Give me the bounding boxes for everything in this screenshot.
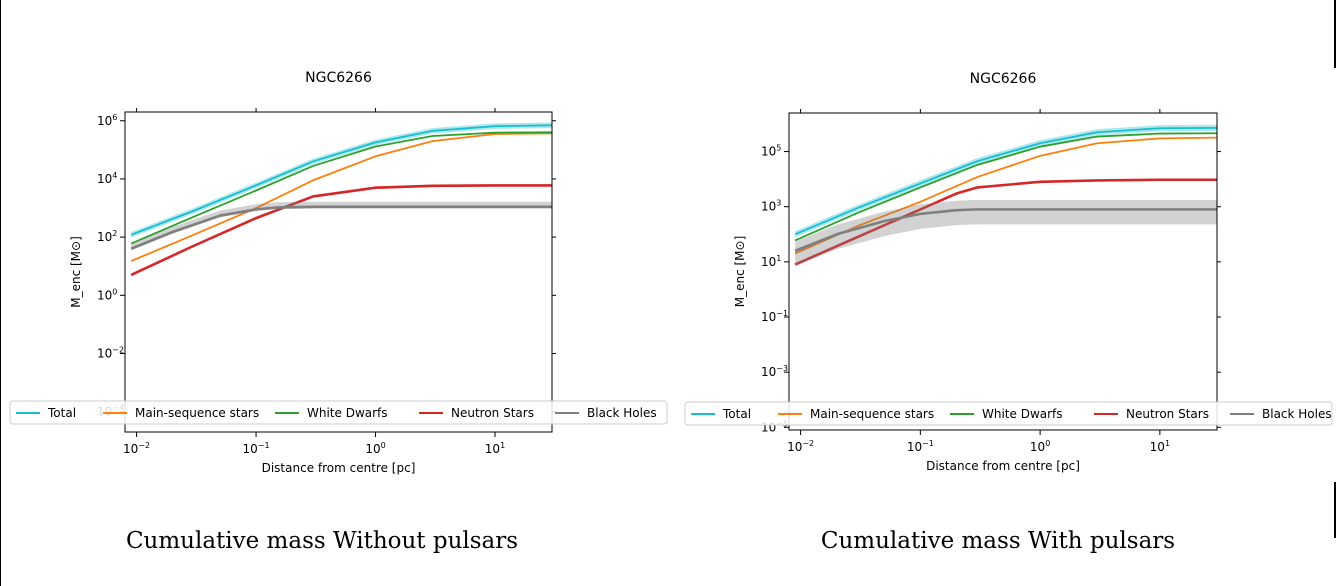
x-tick-label: 10−1	[907, 439, 934, 454]
y-tick-label: 102	[97, 229, 117, 244]
series-line-total	[130, 124, 552, 236]
series-line-white-dwarfs	[794, 132, 1217, 242]
y-tick-label: 10−3	[761, 364, 788, 379]
border-right-top	[1334, 0, 1336, 68]
y-tick-label: 10−2	[97, 345, 124, 360]
y-tick-label: 106	[97, 113, 117, 128]
series-line-neutron-stars	[130, 184, 552, 277]
y-tick-label: 100	[97, 287, 117, 302]
legend-label-black-holes: Black Holes	[1262, 407, 1332, 421]
legend-label-total: Total	[722, 407, 751, 421]
x-axis-label: Distance from centre [pc]	[262, 461, 416, 475]
x-tick-label: 10−2	[787, 439, 814, 454]
series-line-black-holes	[130, 205, 552, 250]
y-tick-label: 101	[761, 254, 781, 269]
y-axis-label: M_enc [M⊙]	[733, 236, 747, 308]
chart-left: NGC626610−210−110010110−410−210010210410…	[9, 70, 668, 475]
series-line-white-dwarfs	[130, 131, 552, 245]
series-line-black-holes	[794, 208, 1217, 253]
x-tick-label: 10−2	[123, 441, 150, 456]
border-left	[0, 0, 1, 586]
chart-right: NGC626610−210−110010110−510−310−11011031…	[684, 71, 1333, 473]
legend-label-white-dwarfs: White Dwarfs	[307, 406, 388, 420]
series-line-main-sequence-stars	[794, 136, 1217, 255]
series-line-total	[794, 127, 1217, 236]
x-tick-label: 10−1	[243, 441, 270, 456]
legend: Total Main-sequence stars White Dwarfs Neut…	[684, 401, 1333, 426]
series-line-neutron-stars	[794, 178, 1217, 266]
legend-label-neutron-stars: Neutron Stars	[1126, 407, 1209, 421]
plot-area	[130, 122, 552, 277]
y-tick-label: 105	[761, 144, 781, 159]
legend-label-total: Total	[47, 406, 76, 420]
y-axis-label: M_enc [M⊙]	[69, 236, 83, 308]
legend: Total Main-sequence stars White Dwarfs Neut…	[9, 400, 668, 425]
caption-left: Cumulative mass Without pulsars	[125, 528, 519, 554]
legend-label-main-sequence-stars: Main-sequence stars	[135, 406, 259, 420]
legend-box	[684, 401, 1333, 426]
y-tick-label: 103	[761, 199, 781, 214]
legend-box	[9, 400, 668, 425]
caption-right: Cumulative mass With pulsars	[820, 528, 1176, 554]
chart-title: NGC6266	[305, 70, 372, 86]
x-tick-label: 101	[485, 441, 505, 456]
legend-label-main-sequence-stars: Main-sequence stars	[810, 407, 934, 421]
legend-label-black-holes: Black Holes	[587, 406, 657, 420]
plot-frame	[788, 112, 1218, 431]
y-tick-label: 10−1	[761, 309, 788, 324]
border-right-bottom	[1334, 482, 1336, 538]
x-tick-label: 100	[365, 441, 385, 456]
band-neutron-stars	[131, 184, 552, 277]
legend-label-neutron-stars: Neutron Stars	[451, 406, 534, 420]
chart-title: NGC6266	[970, 71, 1037, 87]
plot-frame	[124, 111, 553, 433]
band-black-holes	[795, 199, 1217, 266]
plot-area	[794, 124, 1217, 266]
x-tick-label: 101	[1150, 439, 1170, 454]
series-line-main-sequence-stars	[130, 132, 552, 262]
x-axis-label: Distance from centre [pc]	[926, 459, 1080, 473]
legend-label-white-dwarfs: White Dwarfs	[982, 407, 1063, 421]
y-tick-label: 104	[97, 171, 117, 186]
x-tick-label: 100	[1030, 439, 1050, 454]
